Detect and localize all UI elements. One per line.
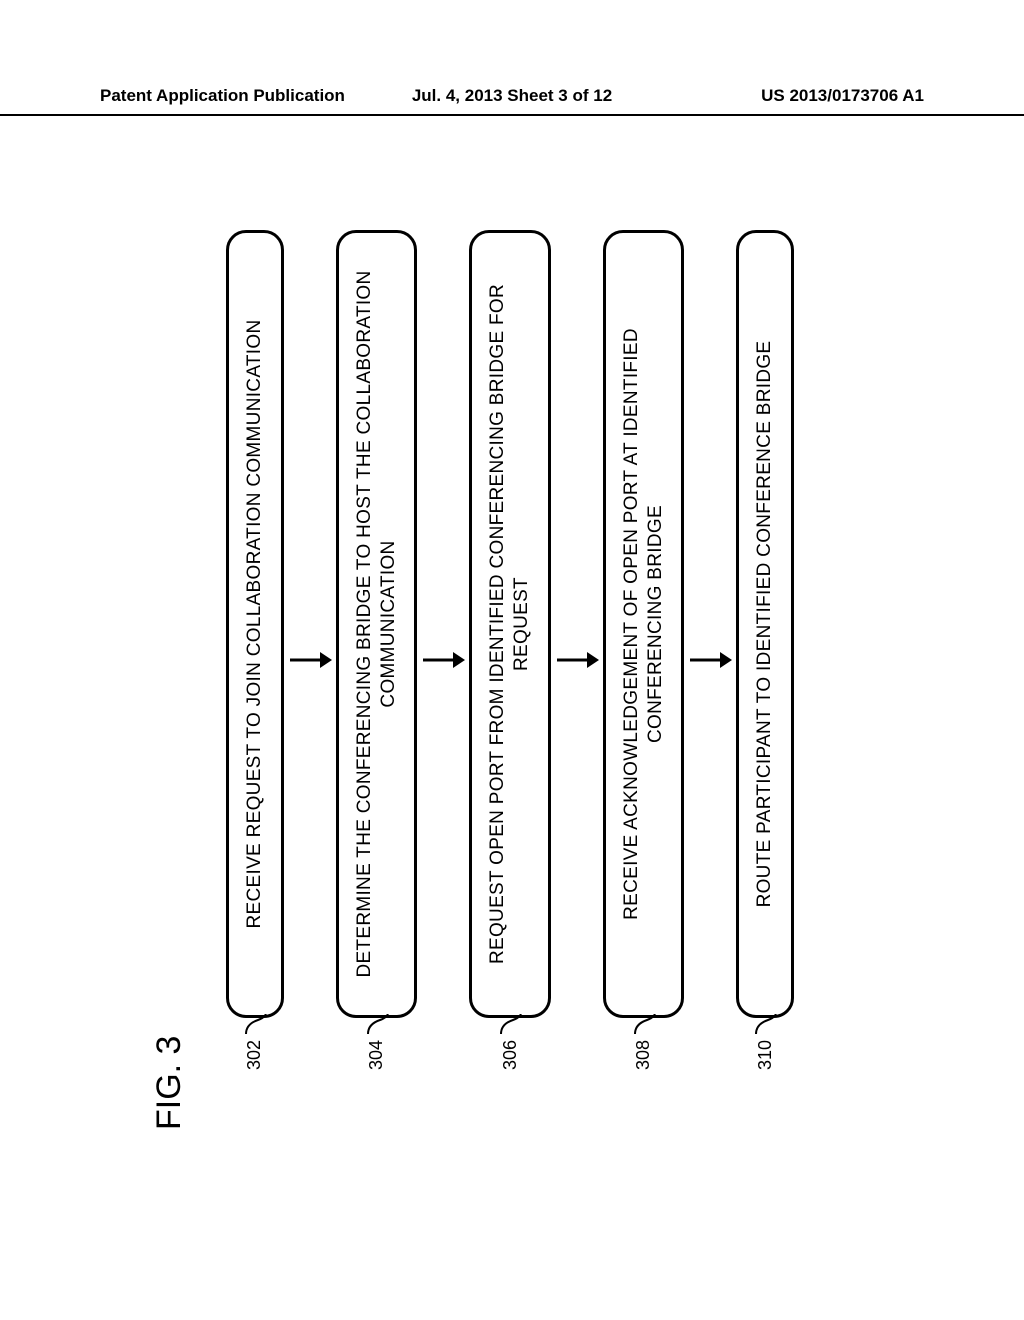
leader-line	[240, 1018, 270, 1034]
step-box: RECEIVE REQUEST TO JOIN COLLABORATION CO…	[226, 230, 284, 1018]
figure-label: FIG. 3	[150, 1036, 189, 1130]
header-center: Jul. 4, 2013 Sheet 3 of 12	[412, 86, 612, 106]
step-number: 304	[366, 1034, 387, 1090]
flow-arrow	[690, 230, 732, 1090]
flowchart: 302 RECEIVE REQUEST TO JOIN COLLABORATIO…	[226, 230, 798, 1090]
header-left: Patent Application Publication	[100, 86, 345, 106]
flow-step: 302 RECEIVE REQUEST TO JOIN COLLABORATIO…	[226, 230, 284, 1090]
step-box: RECEIVE ACKNOWLEDGEMENT OF OPEN PORT AT …	[603, 230, 685, 1018]
step-number: 302	[244, 1034, 265, 1090]
flow-step: 310 ROUTE PARTICIPANT TO IDENTIFIED CONF…	[736, 230, 794, 1090]
flow-arrow	[290, 230, 332, 1090]
leader-line	[629, 1018, 659, 1034]
flow-step: 306 REQUEST OPEN PORT FROM IDENTIFIED CO…	[469, 230, 551, 1090]
flow-step: 304 DETERMINE THE CONFERENCING BRIDGE TO…	[336, 230, 418, 1090]
step-number: 306	[500, 1034, 521, 1090]
header-right: US 2013/0173706 A1	[761, 86, 924, 106]
leader-line	[495, 1018, 525, 1034]
leader-line	[362, 1018, 392, 1034]
page-header: Patent Application Publication Jul. 4, 2…	[0, 0, 1024, 116]
flow-arrow	[423, 230, 465, 1090]
flow-step: 308 RECEIVE ACKNOWLEDGEMENT OF OPEN PORT…	[603, 230, 685, 1090]
step-number: 308	[633, 1034, 654, 1090]
step-number: 310	[755, 1034, 776, 1090]
leader-line	[750, 1018, 780, 1034]
page: Patent Application Publication Jul. 4, 2…	[0, 0, 1024, 1320]
step-box: REQUEST OPEN PORT FROM IDENTIFIED CONFER…	[469, 230, 551, 1018]
flow-arrow	[557, 230, 599, 1090]
step-box: ROUTE PARTICIPANT TO IDENTIFIED CONFEREN…	[736, 230, 794, 1018]
step-box: DETERMINE THE CONFERENCING BRIDGE TO HOS…	[336, 230, 418, 1018]
